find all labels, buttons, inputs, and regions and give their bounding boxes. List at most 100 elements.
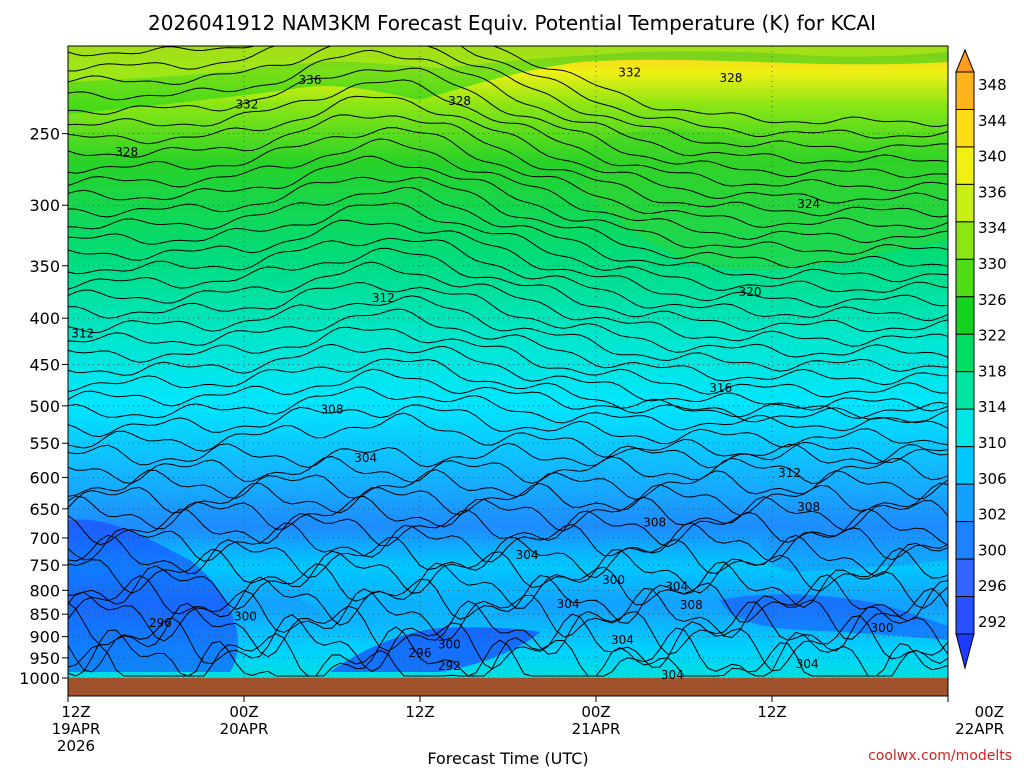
chart-title: 2026041912 NAM3KM Forecast Equiv. Potent…	[148, 11, 876, 35]
x-tick-label: 00Z	[229, 703, 258, 721]
contour-label: 312	[778, 466, 801, 480]
x-tick-label: 21APR	[572, 720, 621, 738]
x-tick-label: 00Z	[975, 703, 1004, 721]
contour-line	[68, 412, 948, 463]
colorbar-swatch	[955, 446, 975, 485]
contour-line	[68, 219, 948, 308]
upper-green-dome	[580, 129, 948, 270]
contour-label: 328	[448, 94, 471, 108]
contour-line	[68, 358, 948, 424]
contour-label: 304	[354, 451, 377, 465]
contour-line	[68, 49, 948, 164]
x-tick-label: 12Z	[405, 703, 434, 721]
x-tick-label: 12Z	[61, 703, 90, 721]
colorbar-swatch	[955, 521, 975, 560]
contour-line	[68, 237, 948, 321]
colorbar-swatch	[955, 483, 975, 523]
y-tick-label: 900	[29, 628, 60, 647]
colorbar-label: 310	[978, 434, 1007, 452]
colorbar-label: 296	[978, 577, 1007, 595]
colorbar-swatch	[955, 596, 975, 635]
contour-line	[68, 114, 948, 218]
contour-label: 304	[661, 668, 684, 682]
contour-line	[68, 455, 948, 485]
contour-line	[68, 155, 948, 255]
contour-line	[68, 626, 948, 677]
colorbar-swatch	[955, 258, 975, 298]
contour-line	[68, 138, 948, 244]
colorbar-swatch	[955, 146, 975, 185]
contour-line	[68, 386, 948, 432]
contour-label: 300	[234, 609, 257, 623]
y-tick-label: 600	[29, 468, 60, 487]
x-tick-label: 12Z	[757, 703, 786, 721]
x-axis-label: Forecast Time (UTC)	[427, 749, 588, 768]
contour-label: 336	[299, 73, 322, 87]
contour-line	[68, 261, 948, 347]
colorbar-swatch	[955, 296, 975, 335]
y-tick-label: 400	[29, 309, 60, 328]
y-tick-label: 250	[29, 125, 60, 144]
contour-label: 328	[115, 145, 138, 159]
contour-label: 300	[871, 621, 894, 635]
colorbar-swatch	[955, 558, 975, 598]
contour-line	[68, 186, 948, 283]
colorbar-label: 334	[978, 219, 1007, 237]
x-tick-label: 22APR	[955, 720, 1004, 738]
contour-line	[68, 547, 948, 594]
warm-upper-band	[68, 46, 948, 114]
contour-line	[68, 95, 948, 204]
plot-area: 336 332 328 332 328 328 324 320 312 312 316 308 304 3…	[68, 46, 948, 696]
contour-line	[68, 482, 948, 516]
contour-line	[68, 295, 948, 373]
colorbar-label: 318	[978, 362, 1007, 380]
y-tick-label: 850	[29, 605, 60, 624]
contour-line	[68, 176, 948, 269]
contour-line	[68, 469, 948, 501]
contour-label: 328	[719, 71, 742, 85]
contour-line	[68, 404, 948, 448]
y-axis: 250 300 350 400 450 500 550 600 650 700 750 800 850 9…	[19, 125, 68, 688]
colorbar-label: 326	[978, 291, 1007, 309]
colorbar-label: 348	[978, 76, 1007, 94]
contour-label: 300	[602, 573, 625, 587]
colorbar-swatch	[955, 333, 975, 373]
colorbar-label: 344	[978, 112, 1007, 130]
contour-label: 324	[797, 197, 820, 211]
colorbar-top-arrow	[955, 48, 975, 73]
contour-label: 308	[643, 515, 666, 529]
contour-label: 308	[321, 403, 344, 417]
y-tick-label: 300	[29, 196, 60, 215]
colorbar-swatch	[955, 408, 975, 448]
contour-label: 312	[71, 327, 94, 341]
credit-text: coolwx.com/modelts	[868, 748, 1012, 764]
contour-line	[68, 46, 948, 153]
contour-label: 304	[611, 633, 634, 647]
colorbar-swatch	[955, 183, 975, 223]
colorbar-swatch	[955, 71, 975, 110]
contour-label: 308	[797, 500, 820, 514]
y-tick-label: 500	[29, 397, 60, 416]
contour-label: 304	[796, 657, 819, 671]
contour-line	[68, 326, 948, 398]
y-tick-label: 950	[29, 649, 60, 668]
contour-line	[68, 67, 948, 179]
colorbar-label: 314	[978, 398, 1007, 416]
contour-line	[68, 308, 948, 386]
contour-line	[68, 247, 948, 333]
y-tick-label: 650	[29, 500, 60, 519]
contour-labels: 336 332 328 332 328 328 324 320 312 312 316 308 304 3…	[71, 66, 894, 683]
contour-label: 304	[557, 597, 580, 611]
contour-label: 312	[372, 291, 395, 305]
contour-line	[68, 79, 948, 192]
contour-label: 296	[409, 646, 432, 660]
y-tick-label: 750	[29, 556, 60, 575]
colorbar-label: 322	[978, 327, 1007, 345]
colorbar-label: 330	[978, 255, 1007, 273]
y-tick-label: 1000	[19, 669, 60, 688]
contour-line	[68, 639, 948, 677]
colorbar-swatch	[955, 371, 975, 410]
plot-frame	[67, 45, 949, 697]
